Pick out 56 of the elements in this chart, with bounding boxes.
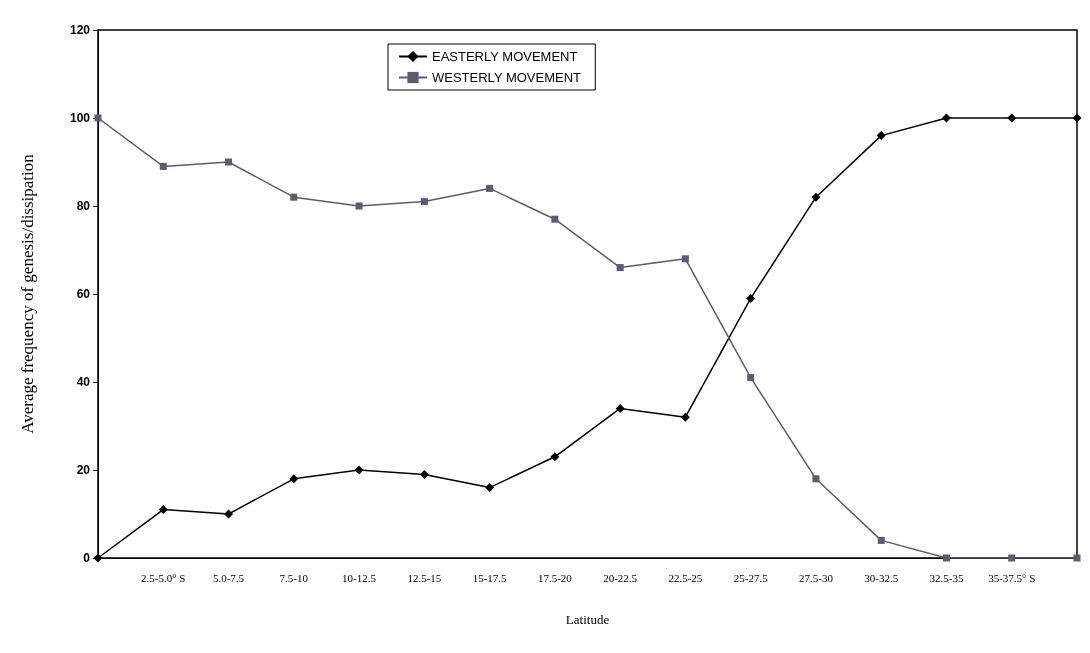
- point: [289, 474, 299, 484]
- legend-label: WESTERLY MOVEMENT: [432, 70, 582, 85]
- x-tick-label: 35-37.5° S: [988, 571, 1036, 584]
- point: [290, 193, 298, 201]
- point: [876, 131, 886, 141]
- point: [1072, 113, 1082, 123]
- x-tick-label: 32.5-35: [929, 571, 964, 584]
- point: [354, 465, 364, 475]
- point: [419, 469, 429, 479]
- point: [355, 202, 363, 210]
- x-axis-title: Latitude: [565, 612, 610, 627]
- point: [1073, 554, 1081, 562]
- point: [941, 113, 951, 123]
- y-tick-label: 20: [76, 463, 91, 477]
- x-tick-label: 22.5-25: [668, 571, 703, 584]
- point: [486, 184, 494, 192]
- x-tick-label: 5.0-7.5: [212, 571, 245, 584]
- x-tick-label: 2.5-5.0° S: [141, 571, 186, 584]
- legend-label: EASTERLY MOVEMENT: [432, 49, 578, 64]
- x-tick-label: 27.5-30: [798, 571, 834, 584]
- point: [551, 215, 559, 223]
- point: [942, 554, 950, 562]
- point: [615, 403, 625, 413]
- point: [746, 293, 756, 303]
- point: [1007, 113, 1017, 123]
- x-tick-label: 10-12.5: [342, 571, 377, 584]
- point: [877, 536, 885, 544]
- y-axis-title: Average frequency of genesis/dissipation: [18, 153, 37, 434]
- y-tick-label: 40: [76, 375, 91, 389]
- x-tick-label: 12.5-15: [407, 571, 442, 584]
- x-tick-label: 20-22.5: [603, 571, 638, 584]
- point: [485, 483, 495, 493]
- y-tick-label: 120: [69, 23, 91, 37]
- point: [681, 255, 689, 263]
- point: [224, 509, 234, 519]
- y-tick-label: 60: [76, 287, 91, 301]
- point: [94, 114, 102, 122]
- point: [550, 452, 560, 462]
- y-tick-label: 0: [83, 551, 91, 565]
- point: [616, 264, 624, 272]
- point: [420, 198, 428, 206]
- point: [811, 192, 821, 202]
- point: [225, 158, 233, 166]
- y-tick-label: 100: [69, 111, 91, 125]
- x-tick-label: 17.5-20: [537, 571, 573, 584]
- point: [680, 412, 690, 422]
- point: [1008, 554, 1016, 562]
- point: [747, 374, 755, 382]
- point: [812, 475, 820, 483]
- x-tick-label: 30-32.5: [864, 571, 899, 584]
- x-tick-label: 15-17.5: [472, 571, 508, 584]
- x-tick-label: 7.5-10: [279, 571, 309, 584]
- point: [159, 162, 167, 170]
- point: [158, 505, 168, 515]
- y-tick-label: 80: [76, 199, 91, 213]
- x-tick-label: 25-27.5: [733, 571, 769, 584]
